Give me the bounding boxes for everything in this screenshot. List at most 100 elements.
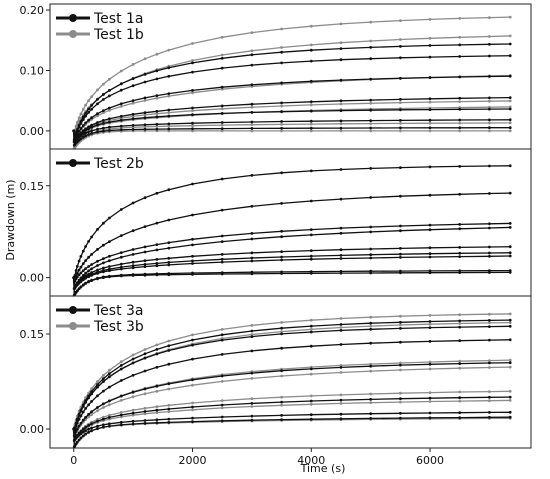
data-point (119, 69, 123, 73)
data-point (143, 125, 147, 129)
data-point (96, 394, 99, 398)
data-point (428, 76, 432, 79)
data-point (108, 94, 111, 98)
data-point (488, 121, 491, 125)
data-point (220, 53, 224, 57)
data-point (81, 418, 85, 422)
data-point (369, 20, 373, 24)
data-point (250, 324, 254, 327)
data-point (131, 264, 135, 267)
data-point (220, 338, 224, 342)
data-point (108, 77, 111, 81)
data-point (102, 257, 105, 260)
data-point (90, 132, 93, 135)
series-black-1 (72, 191, 512, 283)
data-point (167, 218, 171, 222)
data-point (119, 82, 123, 86)
data-point (96, 380, 99, 383)
data-point (84, 271, 87, 275)
data-point (458, 390, 462, 394)
data-point (74, 269, 78, 272)
data-point (119, 364, 123, 367)
data-point (87, 413, 90, 416)
data-point (250, 335, 254, 338)
data-point (87, 133, 90, 136)
data-point (191, 405, 194, 409)
data-point (167, 421, 171, 424)
data-point (458, 17, 462, 20)
data-point (79, 132, 83, 136)
data-point (143, 96, 147, 100)
x-tick-label: 6000 (416, 454, 444, 467)
data-point (131, 84, 135, 88)
data-point (488, 366, 491, 369)
data-point (90, 413, 93, 416)
data-point (167, 362, 171, 366)
data-point (458, 399, 462, 403)
data-point (488, 338, 491, 342)
data-point (90, 116, 93, 120)
data-point (108, 259, 111, 263)
data-point (102, 266, 105, 270)
data-point (428, 320, 432, 323)
data-point (220, 328, 224, 331)
data-point (339, 271, 343, 275)
series-line (73, 122, 511, 150)
data-point (191, 127, 194, 131)
data-point (108, 372, 111, 375)
data-point (458, 55, 462, 58)
data-point (131, 248, 135, 251)
data-point (280, 129, 283, 133)
data-point (84, 276, 87, 280)
series-black-0 (72, 164, 512, 281)
data-point (155, 191, 159, 195)
data-point (155, 258, 159, 261)
data-point (131, 274, 135, 277)
data-point (87, 415, 90, 419)
data-point (96, 121, 99, 124)
data-point (280, 400, 283, 404)
data-point (508, 99, 512, 103)
data-point (280, 61, 283, 65)
data-point (280, 101, 283, 105)
data-point (399, 397, 402, 401)
data-point (96, 383, 99, 386)
data-point (508, 361, 512, 365)
data-point (131, 201, 135, 205)
data-point (309, 417, 313, 421)
data-point (369, 122, 373, 125)
data-point (399, 194, 402, 198)
data-point (155, 264, 159, 268)
data-point (167, 48, 171, 52)
data-point (508, 338, 512, 342)
data-point (369, 398, 373, 401)
data-point (81, 262, 85, 265)
data-point (143, 369, 147, 373)
data-point (90, 129, 93, 133)
data-point (280, 229, 283, 233)
data-point (508, 324, 512, 328)
data-point (458, 121, 462, 125)
data-point (508, 321, 512, 324)
data-point (79, 414, 83, 418)
data-point (309, 413, 313, 417)
data-point (167, 417, 171, 421)
data-point (280, 369, 283, 373)
data-point (155, 52, 159, 56)
data-point (102, 389, 105, 393)
data-point (369, 412, 373, 416)
data-point (309, 257, 313, 261)
data-point (488, 359, 491, 362)
data-point (508, 105, 512, 109)
data-point (428, 326, 432, 329)
data-point (428, 165, 432, 169)
data-point (458, 107, 462, 111)
data-point (155, 262, 159, 265)
data-point (143, 113, 147, 117)
data-point (309, 122, 313, 126)
data-point (79, 134, 83, 138)
data-point (119, 267, 123, 271)
data-point (250, 120, 254, 124)
data-point (488, 222, 491, 226)
data-point (488, 129, 491, 133)
